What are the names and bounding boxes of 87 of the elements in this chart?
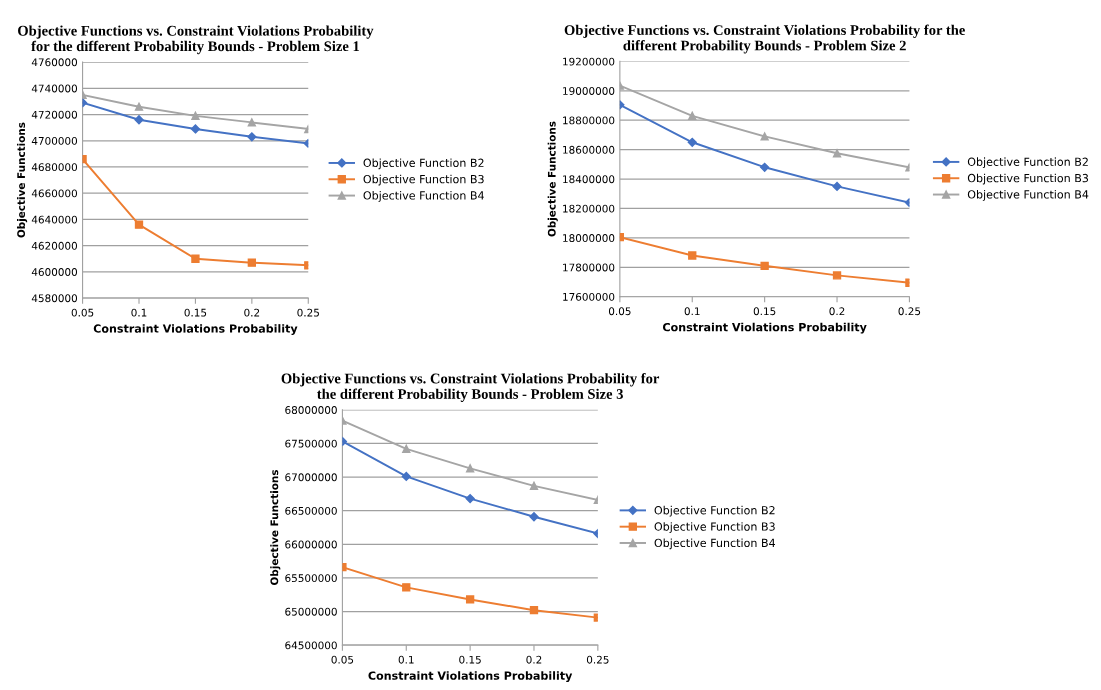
point [465, 595, 475, 604]
x-tick-label: 0.2 [526, 655, 542, 664]
chart-title: Objective Functions vs. Constraint Violations Probability for the different Probability Bounds - Problem Size 2 [564, 24, 965, 54]
x-tick-label: 0.05 [331, 655, 354, 664]
y-tick-label: 4660000 [31, 189, 78, 198]
point [529, 512, 539, 522]
legend-label: Objective Function B3 [654, 522, 775, 533]
y-tick-label: 18000000 [563, 234, 615, 242]
legend-label: Objective Function B4 [967, 189, 1089, 201]
x-tick-label: 0.15 [459, 655, 481, 664]
y-tick-label: 67000000 [285, 473, 337, 482]
y-tick-label: 4600000 [31, 268, 78, 276]
x-tick-label: 0.1 [684, 307, 700, 316]
point [402, 444, 411, 454]
point [401, 471, 411, 482]
y-tick-label: 17600000 [563, 292, 615, 301]
x-tick-label: 0.25 [586, 655, 609, 664]
point [832, 271, 842, 280]
point [465, 464, 475, 473]
point [529, 481, 539, 490]
legend-label: Objective Function B3 [967, 173, 1089, 185]
y-tick-label: 64500000 [285, 641, 337, 650]
y-tick-label: 65500000 [285, 574, 337, 583]
x-tick-label: 0.05 [71, 308, 94, 317]
y-tick-label: 65000000 [285, 607, 337, 616]
y-tick-label: 4720000 [31, 110, 78, 119]
x-tick-label: 0.05 [608, 307, 631, 316]
y-tick-label: 4680000 [31, 163, 78, 172]
x-tick-label: 0.1 [131, 308, 147, 317]
y-tick-label: 19000000 [563, 87, 615, 95]
legend-label: Objective Function B2 [363, 158, 484, 170]
point [402, 583, 411, 592]
point [134, 220, 144, 229]
y-tick-label: 18200000 [563, 204, 615, 213]
point [134, 115, 144, 125]
y-tick-label: 68000000 [285, 406, 337, 414]
legend-label: Objective Function B2 [654, 505, 775, 517]
y-tick-label: 67500000 [285, 439, 337, 448]
point [191, 111, 200, 121]
x-tick-label: 0.2 [244, 308, 260, 317]
x-axis-title: Constraint Violations Probability [662, 322, 867, 334]
y-tick-label: 18800000 [563, 116, 615, 125]
x-tick-label: 0.15 [184, 308, 207, 317]
x-tick-label: 0.2 [829, 307, 845, 316]
y-axis-title: Objective Functions [16, 122, 28, 238]
legend-label: Objective Function B4 [363, 191, 484, 202]
y-axis-title: Objective Functions [270, 469, 281, 586]
point [760, 132, 769, 141]
legend-label: Objective Function B2 [967, 157, 1088, 169]
point [760, 261, 769, 270]
point [134, 102, 144, 111]
point [832, 181, 842, 192]
x-tick-label: 0.1 [398, 655, 414, 664]
point [687, 137, 697, 147]
legend-label: Objective Function B3 [363, 174, 484, 186]
y-tick-label: 66500000 [285, 506, 337, 515]
x-axis-title: Constraint Violations Probability [93, 324, 298, 335]
point [529, 606, 539, 615]
point [191, 254, 200, 263]
y-tick-label: 4620000 [31, 241, 78, 250]
x-axis-title: Constraint Violations Probability [368, 671, 573, 683]
y-tick-label: 4700000 [31, 136, 78, 145]
y-axis-title: Objective Functions [547, 121, 558, 237]
y-tick-label: 19200000 [563, 57, 615, 66]
x-tick-label: 0.25 [297, 308, 319, 317]
point [247, 258, 257, 267]
point [688, 111, 697, 120]
point [190, 124, 201, 134]
y-tick-label: 4740000 [31, 84, 78, 93]
chart-title: Objective Functions vs. Constraint Violations Probability for the different Probability Bounds - Problem Size 3 [281, 373, 660, 402]
x-tick-label: 0.25 [898, 307, 921, 316]
point [688, 251, 697, 260]
chart-title: Objective Functions vs. Constraint Violations Probability for the different Probability Bounds - Problem Size 1 [18, 25, 374, 55]
point [247, 118, 257, 127]
y-tick-label: 4640000 [31, 215, 78, 224]
x-tick-label: 0.15 [753, 307, 776, 316]
y-tick-label: 18600000 [563, 145, 615, 154]
point [760, 162, 770, 172]
y-tick-label: 17800000 [563, 263, 615, 272]
legend-label: Objective Function B4 [654, 538, 776, 550]
y-tick-label: 18400000 [563, 175, 615, 184]
y-tick-label: 4580000 [31, 294, 78, 303]
y-tick-label: 4760000 [31, 58, 78, 67]
point [465, 493, 475, 504]
point [247, 132, 257, 142]
point [832, 149, 842, 158]
y-tick-label: 66000000 [285, 540, 337, 549]
